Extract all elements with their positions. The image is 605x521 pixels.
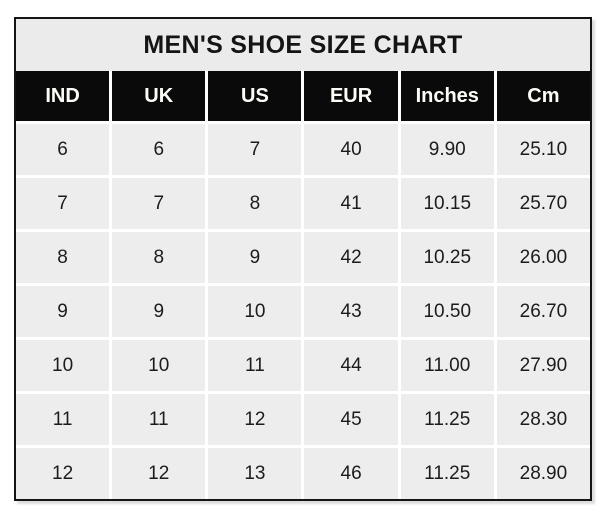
table-cell: 10.15: [400, 178, 494, 229]
table-cell: 7: [208, 124, 302, 175]
table-cell: 25.10: [496, 124, 590, 175]
table-cell: 7: [16, 178, 110, 229]
table-cell: 8: [112, 232, 206, 283]
column-header-ind: IND: [16, 71, 110, 121]
table-cell: 8: [208, 178, 302, 229]
table-cell: 6: [112, 124, 206, 175]
column-header-uk: UK: [112, 71, 206, 121]
size-table: IND UK US EUR Inches Cm 6 6 7 40 9.90 25…: [16, 71, 590, 499]
column-header-us: US: [208, 71, 302, 121]
table-cell: 8: [16, 232, 110, 283]
table-cell: 27.90: [496, 340, 590, 391]
table-cell: 12: [112, 448, 206, 499]
table-cell: 46: [304, 448, 398, 499]
table-cell: 25.70: [496, 178, 590, 229]
table-cell: 12: [16, 448, 110, 499]
table-cell: 9: [16, 286, 110, 337]
table-cell: 10.25: [400, 232, 494, 283]
table-cell: 11: [112, 394, 206, 445]
table-cell: 10: [112, 340, 206, 391]
table-cell: 42: [304, 232, 398, 283]
table-cell: 44: [304, 340, 398, 391]
table-cell: 6: [16, 124, 110, 175]
table-cell: 28.90: [496, 448, 590, 499]
table-cell: 11.25: [400, 394, 494, 445]
table-cell: 10.50: [400, 286, 494, 337]
table-cell: 10: [208, 286, 302, 337]
table-cell: 9.90: [400, 124, 494, 175]
column-header-cm: Cm: [496, 71, 590, 121]
shoe-size-chart: MEN'S SHOE SIZE CHART IND UK US EUR Inch…: [14, 17, 592, 501]
table-cell: 41: [304, 178, 398, 229]
table-cell: 43: [304, 286, 398, 337]
table-cell: 40: [304, 124, 398, 175]
table-cell: 9: [112, 286, 206, 337]
column-header-eur: EUR: [304, 71, 398, 121]
table-cell: 28.30: [496, 394, 590, 445]
table-cell: 9: [208, 232, 302, 283]
table-cell: 11: [208, 340, 302, 391]
table-cell: 26.70: [496, 286, 590, 337]
table-cell: 11.25: [400, 448, 494, 499]
table-cell: 11.00: [400, 340, 494, 391]
table-cell: 7: [112, 178, 206, 229]
page-title: MEN'S SHOE SIZE CHART: [16, 19, 590, 71]
table-cell: 26.00: [496, 232, 590, 283]
column-header-inches: Inches: [400, 71, 494, 121]
table-cell: 10: [16, 340, 110, 391]
table-cell: 11: [16, 394, 110, 445]
table-cell: 12: [208, 394, 302, 445]
table-cell: 45: [304, 394, 398, 445]
table-cell: 13: [208, 448, 302, 499]
